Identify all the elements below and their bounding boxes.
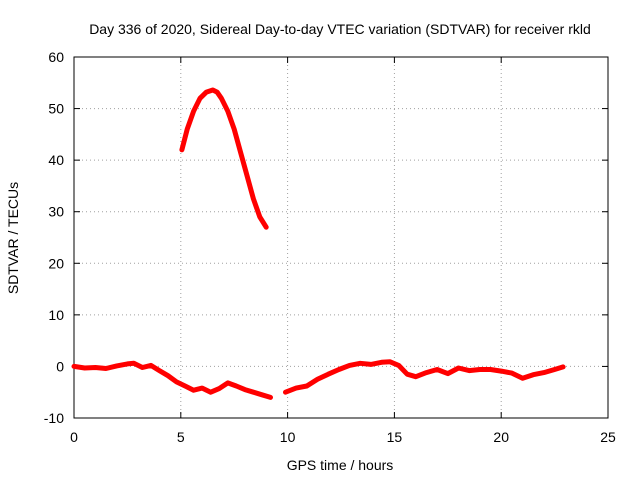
y-tick-label: 10 [48, 307, 64, 323]
x-tick-label: 15 [387, 429, 403, 445]
series-group [71, 87, 566, 400]
series-line-arc-late [283, 359, 566, 395]
plot-frame [73, 56, 609, 419]
y-tick-label: -10 [44, 410, 64, 426]
x-tick-label: 0 [70, 429, 78, 445]
x-axis-label: GPS time / hours [287, 457, 394, 473]
y-tick-label: 60 [48, 49, 64, 65]
y-tick-label: 40 [48, 152, 64, 168]
y-tick-label: 50 [48, 101, 64, 117]
y-tick-label: 20 [48, 255, 64, 271]
series-line-arc-early [71, 360, 273, 400]
y-tick-label: 30 [48, 204, 64, 220]
x-tick-label: 5 [177, 429, 185, 445]
x-tick-label: 25 [600, 429, 616, 445]
chart-title: Day 336 of 2020, Sidereal Day-to-day VTE… [89, 21, 591, 37]
y-tick-label: 0 [56, 358, 64, 374]
x-tick-label: 20 [493, 429, 509, 445]
x-axis-ticks: 0 5 10 15 20 25 [70, 57, 616, 445]
x-tick-label: 10 [280, 429, 296, 445]
series-line-arc-peak [179, 87, 269, 230]
y-axis-label: SDTVAR / TECUs [5, 182, 21, 294]
y-axis-ticks: -10 0 10 20 30 40 50 60 [44, 49, 608, 426]
grid [74, 57, 608, 418]
